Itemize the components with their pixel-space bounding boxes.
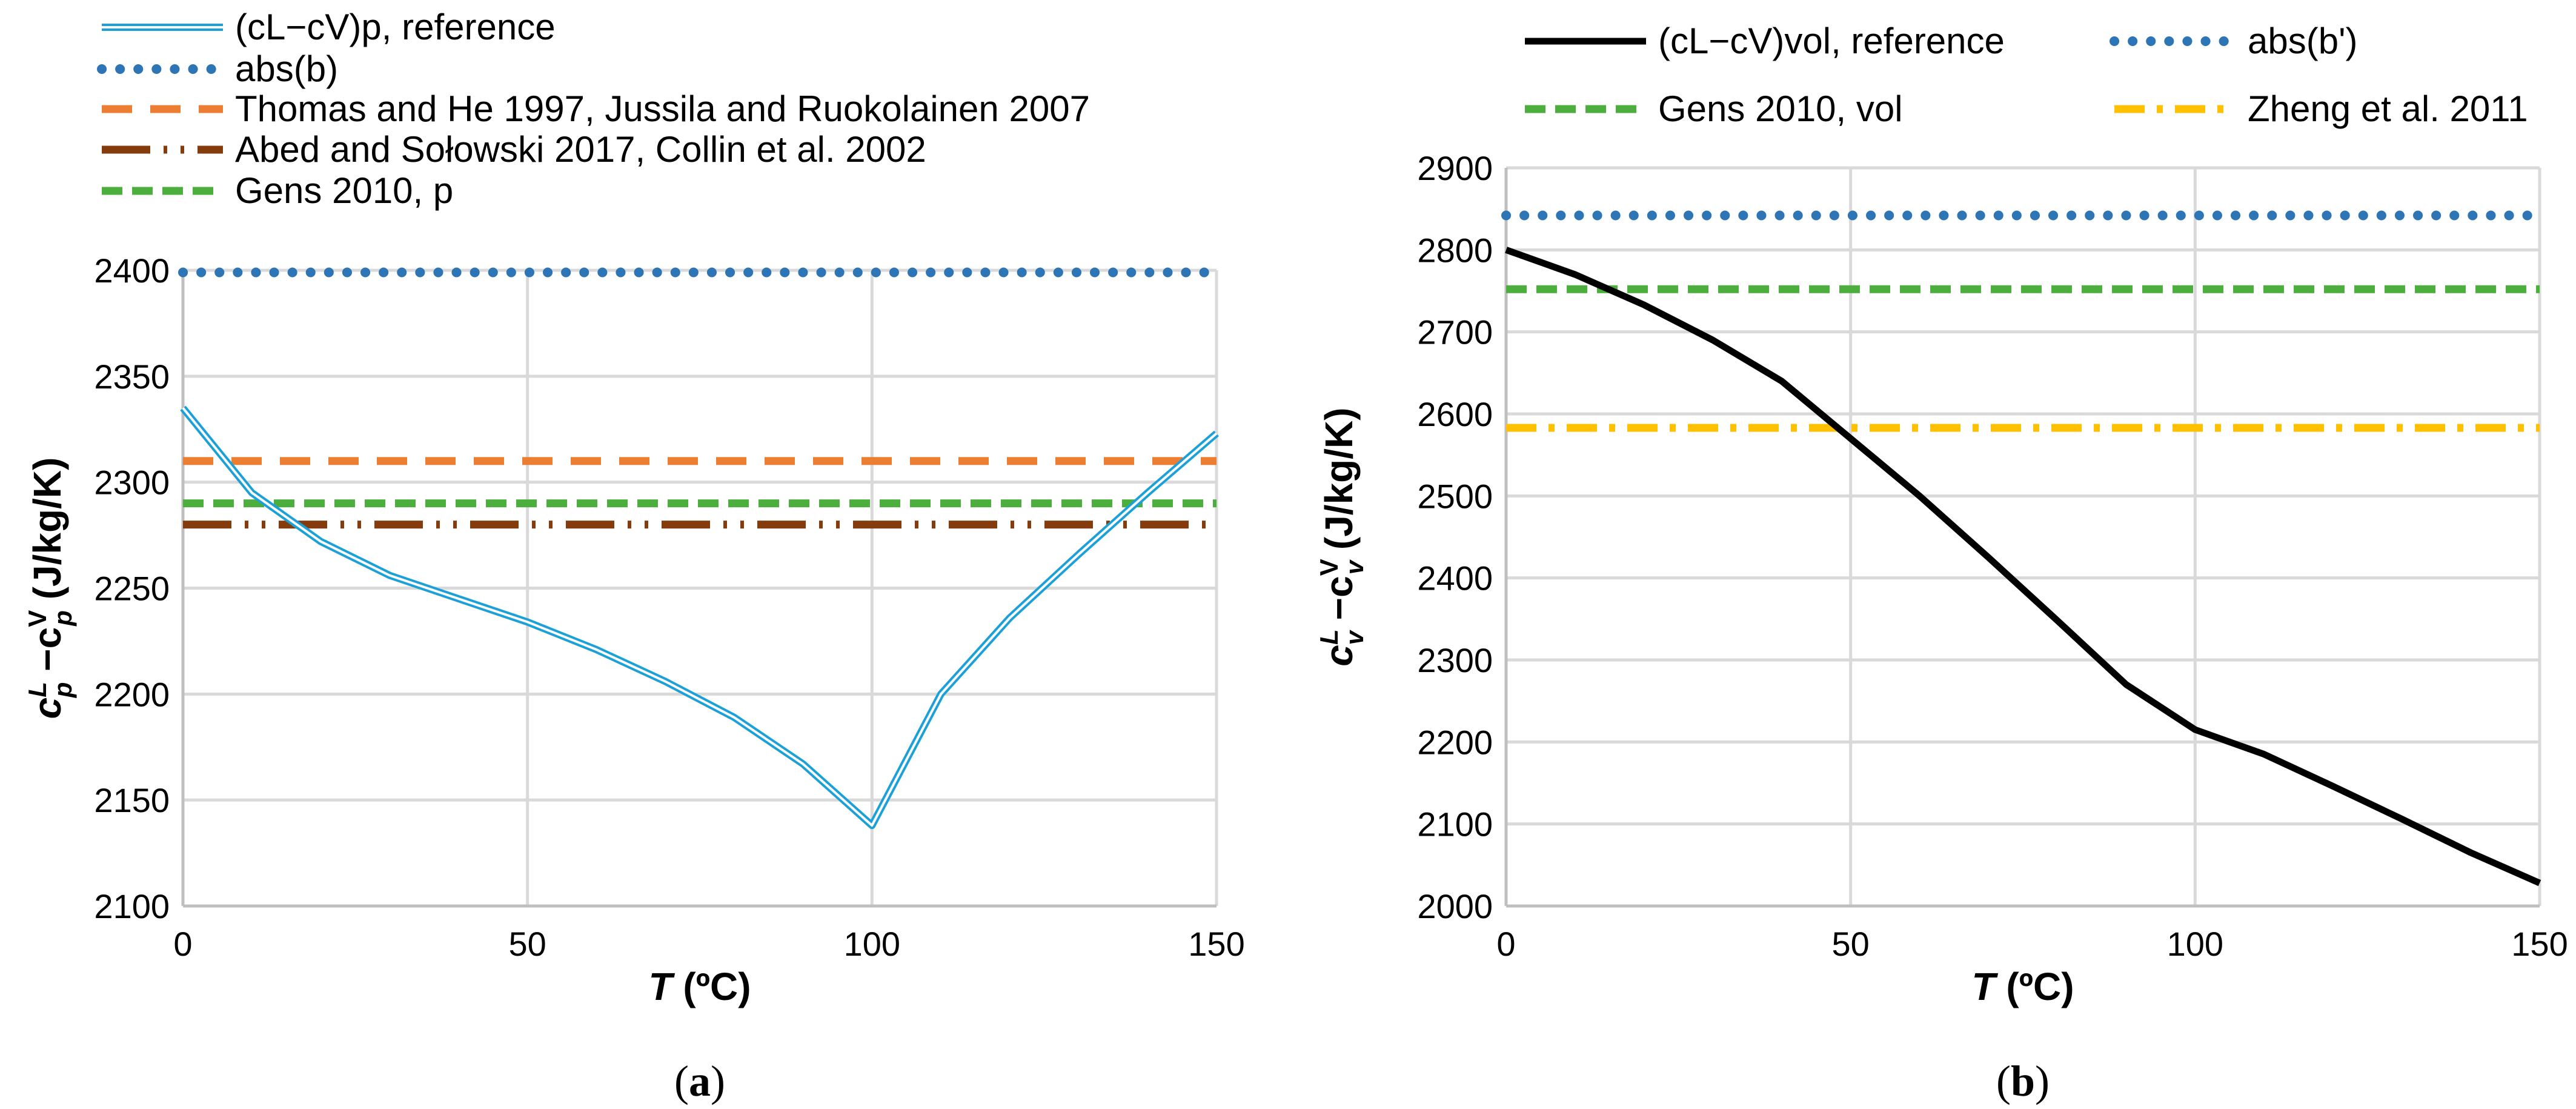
x-axis-var: T [1971,965,1998,1008]
y-axis-sup1: L [23,682,51,698]
y-axis-sub1: v [1340,629,1369,645]
x-tick-label: 150 [1188,925,1244,963]
x-tick-label: 100 [2167,925,2223,963]
caption-open: ( [1996,1057,2011,1105]
series-line-0 [1505,247,2541,887]
y-tick-label: 2100 [1417,805,1493,844]
chart-a: 2100 2150 2200 2250 2300 2350 2400 0 50 100 150 T (… [23,7,1245,1105]
y-tick-label: 2350 [94,358,170,396]
y-axis-title: cLp −cVp (J/kg/K) [23,458,77,719]
y-tick-label: 2400 [94,251,170,290]
y-tick-label: 2900 [1417,149,1493,187]
y-tick-label: 2400 [1417,559,1493,598]
y-tick-label: 2000 [1417,887,1493,925]
legend-label: Gens 2010, p [235,170,453,211]
y-axis-c1: c [1317,645,1361,667]
caption-letter: b [2011,1057,2035,1105]
legend-label: (cL−cV)p, reference [235,7,556,47]
y-tick-label: 2200 [1417,723,1493,761]
series-line-0-core [182,407,1218,827]
x-tick-label: 0 [173,925,192,963]
legend-label: Zheng et al. 2011 [2248,88,2528,129]
panel-caption: (a) [674,1057,725,1105]
x-tick-label: 0 [1496,925,1515,963]
x-tick-label: 100 [844,925,900,963]
caption-open: ( [674,1057,689,1105]
legend-label: abs(b) [235,48,338,89]
chart-b: 2000 2100 2200 2300 2400 2500 2600 2700 2800 2900… [1315,21,2568,1105]
y-axis-sub1: p [48,682,77,698]
y-axis-minus: −c [1317,576,1361,631]
series-line-0 [180,405,1219,830]
y-tick-label: 2600 [1417,395,1493,433]
x-tick-label: 150 [2511,925,2568,963]
y-tick-label: 2700 [1417,313,1493,351]
x-axis-var: T [648,965,675,1008]
x-axis-unit: (ºC) [672,965,751,1008]
caption-close: ) [711,1057,725,1105]
x-axis-unit: (ºC) [1996,965,2074,1008]
y-tick-label: 2300 [94,464,170,502]
panel-caption: (b) [1996,1057,2050,1105]
x-axis-title: T (ºC) [648,965,751,1008]
legend-label: Thomas and He 1997, Jussila and Ruokolai… [235,88,1090,129]
y-tick-label: 2100 [94,887,170,925]
y-tick-label: 2500 [1417,477,1493,515]
y-axis-unit: (J/kg/K) [25,458,69,610]
x-tick-label: 50 [1832,925,1870,963]
x-axis-title: T (ºC) [1971,965,2074,1008]
y-axis-minus: −c [25,627,69,682]
y-tick-label: 2150 [94,781,170,819]
y-tick-label: 2250 [94,570,170,608]
y-axis-sup1: L [1315,629,1343,645]
legend-label: Abed and Sołowski 2017, Collin et al. 20… [235,129,926,170]
y-tick-label: 2200 [94,675,170,713]
y-axis-sup2: V [1315,559,1343,576]
y-tick-label: 2800 [1417,231,1493,269]
y-axis-title: cLv −cVv (J/kg/K) [1315,407,1369,666]
y-axis-sup2: V [23,610,51,627]
caption-close: ) [2035,1057,2050,1105]
y-axis-unit: (J/kg/K) [1317,407,1361,560]
legend-label: (cL−cV)vol, reference [1658,21,2005,61]
legend-label: abs(b') [2248,21,2358,61]
x-tick-label: 50 [509,925,546,963]
caption-letter: a [689,1057,711,1105]
y-tick-label: 2300 [1417,641,1493,679]
legend-label: Gens 2010, vol [1658,88,1903,129]
y-axis-sub2: v [1340,559,1369,574]
y-axis-sub2: p [48,610,77,627]
y-axis-c1: c [25,698,69,719]
